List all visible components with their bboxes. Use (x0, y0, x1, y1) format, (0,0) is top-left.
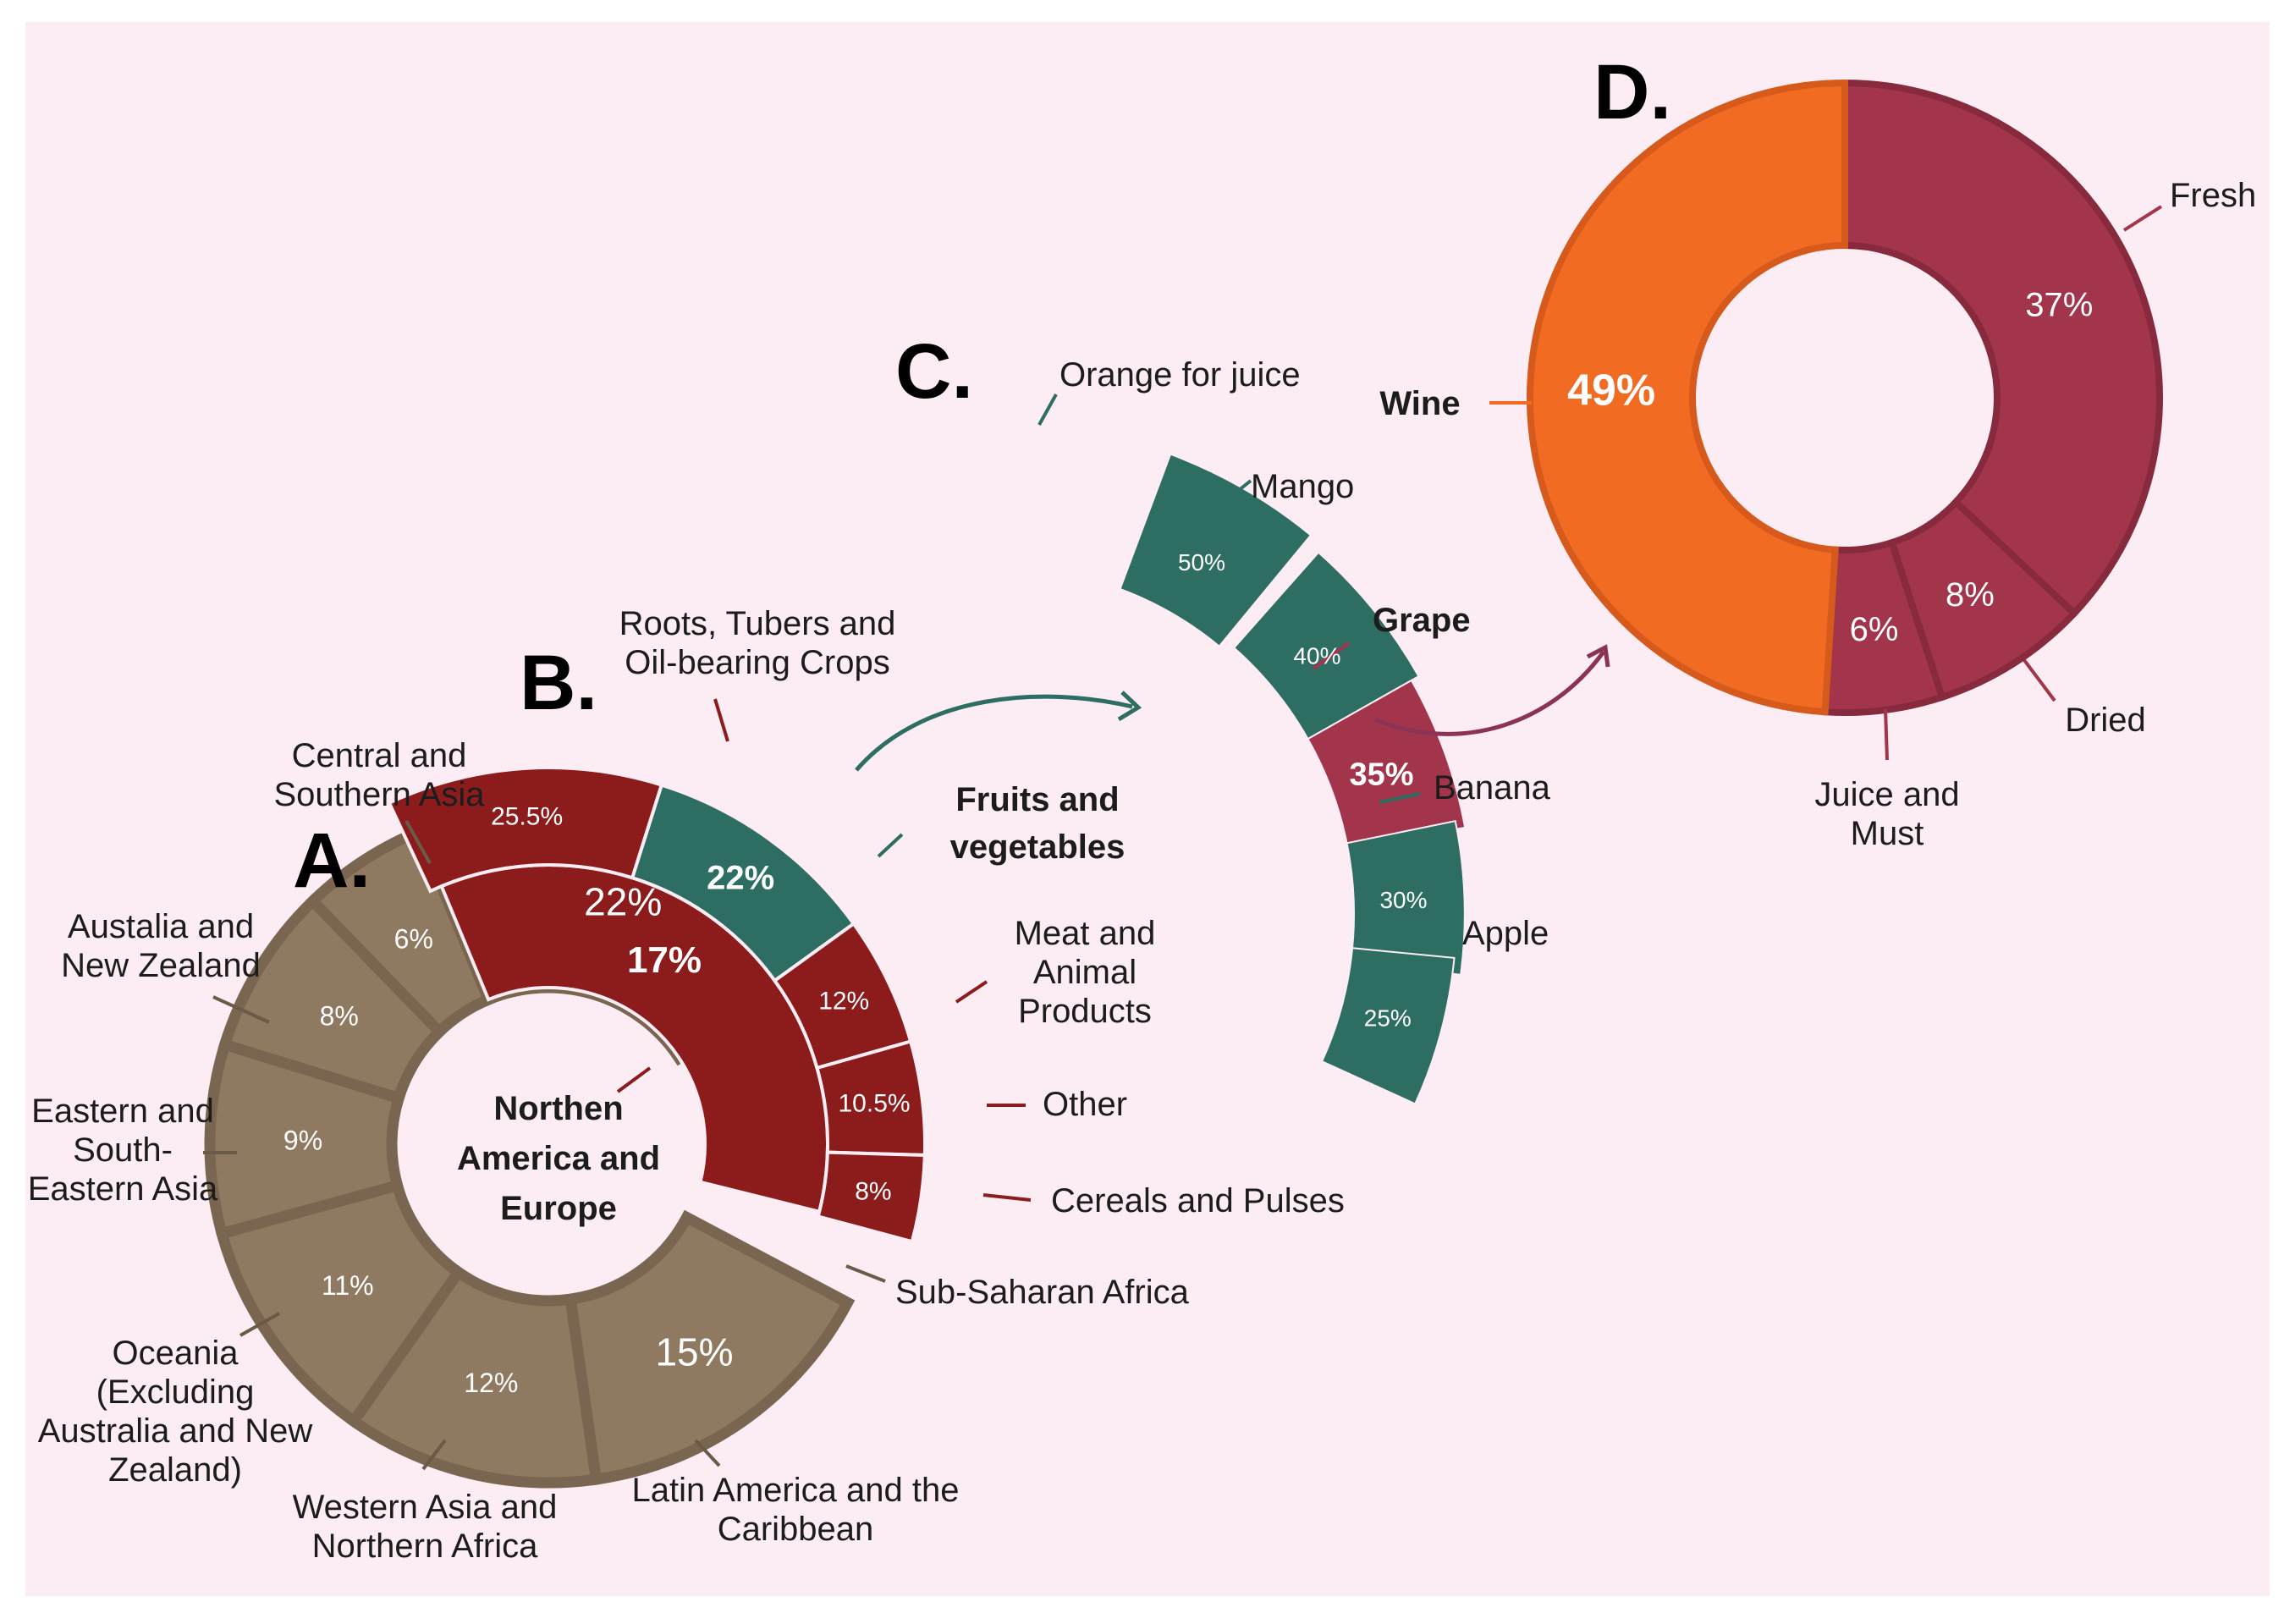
label-a-western-line-1: Northern Africa (312, 1528, 539, 1565)
label-c-grape-line-0: Grape (1373, 602, 1471, 639)
label-c-orange-line-0: Orange for juice (1059, 356, 1301, 394)
leader-a-latin (694, 1439, 721, 1467)
label-c-mango-line-0: Mango (1251, 468, 1354, 505)
label-d-juice-line-1: Must (1851, 815, 1924, 852)
slice-d-fresh (1841, 79, 2163, 619)
arrow-c-to-d (1374, 650, 1606, 736)
value-label-a-eastern: 8% (320, 1000, 359, 1031)
label-a-central-line-0: Central and (292, 737, 467, 774)
label-a-austalia-line-1: New Zealand (61, 947, 261, 984)
label-a-oceania-line-1: (Excluding (96, 1374, 255, 1411)
value-label-c-grape: 35% (1350, 757, 1414, 792)
value-label-a-oceania: 9% (283, 1125, 322, 1155)
label-b-cereals-line-0: Cereals and Pulses (1051, 1182, 1345, 1219)
center-label-line-1: America and (457, 1140, 660, 1177)
leader-b-roots (713, 698, 729, 742)
value-label-b-roots: 25.5% (491, 802, 563, 830)
value-label-a-sub-saharan: 15% (655, 1329, 733, 1374)
value-label-b-cereals: 8% (855, 1178, 891, 1206)
value-label-a-austalia: 6% (394, 924, 433, 955)
leader-c-banana (1379, 792, 1421, 804)
leader-b-meat (955, 980, 988, 1004)
slice-a-latin (345, 1264, 603, 1489)
label-a-latin-line-0: Latin America and the (632, 1472, 960, 1509)
label-b-meat-line-1: Animal (1033, 954, 1136, 991)
label-a-eastern-line-1: South- (73, 1131, 173, 1169)
slice-a-sub-saharan (564, 1209, 856, 1486)
leader-a-northen-america (616, 1066, 652, 1093)
value-label-d-juice: 6% (1850, 611, 1899, 648)
label-a-eastern-line-0: Eastern and (31, 1093, 214, 1130)
slice-d-wine (1527, 79, 1848, 716)
label-a-subsaharan-line-0: Sub-Saharan Africa (895, 1274, 1190, 1311)
value-label-c-apple: 25% (1364, 1005, 1412, 1032)
leader-d-juice (1884, 708, 1889, 761)
value-label-a-latin: 12% (464, 1368, 518, 1398)
bar-c-apple (1320, 947, 1456, 1105)
label-d-fresh-line-0: Fresh (2170, 177, 2256, 214)
label-d-juice-line-0: Juice and (1814, 776, 1959, 813)
leader-c-mango (1215, 479, 1252, 509)
leader-d-dried (2023, 658, 2056, 702)
label-c-banana-line-0: Banana (1434, 769, 1551, 806)
value-label-d-fresh: 37% (2025, 286, 2093, 323)
leader-a-austalia (212, 995, 270, 1024)
value-label-b-other: 10.5% (838, 1090, 910, 1118)
label-a-central-line-1: Southern Asia (273, 776, 485, 813)
value-label-d-dried: 8% (1946, 576, 1995, 614)
value-label-a-central: 22% (584, 879, 662, 923)
leader-c-grape (1312, 641, 1351, 670)
panel-letter-a: A. (293, 818, 371, 904)
label-a-oceania-line-2: Australia and New (38, 1412, 313, 1450)
leader-b-fruits (877, 833, 904, 858)
label-c-apple-line-0: Apple (1462, 915, 1549, 952)
label-b-meat-line-0: Meat and (1015, 915, 1156, 952)
value-label-d-wine: 49% (1567, 366, 1655, 415)
panel-letter-b: B. (520, 640, 597, 726)
label-a-austalia-line-0: Austalia and (68, 908, 254, 945)
value-label-b-fruits: 22% (707, 859, 774, 896)
value-label-b-meat: 12% (818, 987, 869, 1015)
leader-b-cereals (982, 1193, 1032, 1202)
center-label-line-2: Europe (500, 1190, 617, 1227)
value-label-c-orange: 50% (1178, 549, 1225, 575)
leader-a-western (421, 1439, 447, 1471)
arrow-b-to-c (855, 694, 1133, 772)
leader-a-central (405, 820, 432, 864)
label-a-latin-line-1: Caribbean (718, 1511, 874, 1548)
label-b-roots-line-1: Oil-bearing Crops (625, 644, 889, 681)
leader-a-oceania (239, 1312, 280, 1337)
label-b-meat-line-2: Products (1018, 993, 1152, 1030)
label-b-fruits-line-1: vegetables (950, 829, 1125, 866)
slice-a-western (215, 1178, 466, 1429)
leader-d-fresh (2122, 205, 2163, 232)
value-label-c-banana: 30% (1379, 887, 1427, 913)
label-b-other-line-0: Other (1043, 1086, 1127, 1123)
arrow-b-to-c-head (1117, 691, 1142, 722)
panel-letter-d: D. (1593, 49, 1671, 135)
leader-c-orange (1037, 394, 1058, 426)
label-b-roots-line-0: Roots, Tubers and (619, 605, 896, 642)
value-label-a-northen-america: 17% (627, 939, 702, 981)
label-a-eastern-line-2: Eastern Asia (28, 1170, 218, 1208)
label-b-fruits-line-0: Fruits and (955, 781, 1119, 818)
label-d-dried-line-0: Dried (2065, 702, 2146, 739)
panel-letter-c: C. (895, 328, 973, 415)
label-d-wine-line-0: Wine (1379, 385, 1460, 422)
bar-c-orange (1119, 453, 1313, 648)
value-label-c-mango: 40% (1293, 643, 1340, 669)
value-label-a-western: 11% (322, 1270, 374, 1301)
center-label-line-0: Northen (493, 1090, 623, 1127)
label-a-oceania-line-0: Oceania (113, 1335, 239, 1372)
leader-a-subsaharan (845, 1264, 886, 1283)
label-a-western-line-0: Western Asia and (293, 1489, 558, 1526)
arrow-c-to-d-head (1586, 644, 1610, 668)
slice-b-cereals (816, 1150, 927, 1244)
label-a-oceania-line-3: Zealand) (108, 1451, 242, 1489)
